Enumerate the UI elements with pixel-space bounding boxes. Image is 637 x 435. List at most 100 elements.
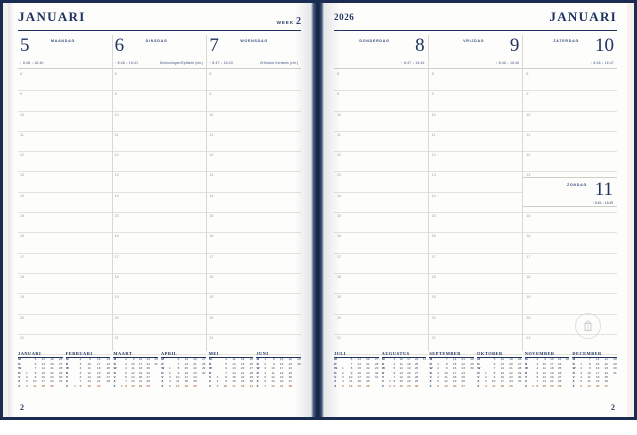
mini-day-cell[interactable]: 3 xyxy=(79,361,82,366)
mini-day-cell[interactable]: 20 xyxy=(550,374,554,379)
mini-day-cell[interactable]: 24 xyxy=(240,383,245,388)
mini-day-cell[interactable]: 12 xyxy=(500,357,505,362)
mini-day-cell[interactable]: 26 xyxy=(288,374,293,379)
mini-day-cell[interactable]: 15 xyxy=(399,379,403,384)
day-column-friday[interactable]: 9 VRIJDAG ↑ 8:46 ↓ 16:46 8 9 10 11 12 13… xyxy=(427,35,523,356)
hour-row[interactable]: 9 xyxy=(207,91,302,112)
mini-day-cell[interactable]: 31 xyxy=(374,374,379,379)
mini-day-cell[interactable]: 18 xyxy=(357,379,361,384)
mini-day-cell[interactable]: 7 xyxy=(350,361,353,366)
mini-day-cell[interactable]: 12 xyxy=(232,361,236,366)
mini-day-cell[interactable]: 7 xyxy=(445,357,448,362)
mini-day-cell[interactable]: 13 xyxy=(587,383,591,388)
hour-row[interactable]: 10 xyxy=(334,112,428,132)
mini-day-cell[interactable] xyxy=(101,384,111,388)
mini-day-cell[interactable]: 19 xyxy=(184,383,189,388)
mini-calendar-juni[interactable]: JUNI M 1 8 15 22 29 D 2 9 16 23 30 W 3 10 17 24 D 4 11 18 25 V… xyxy=(256,351,302,395)
hour-row[interactable]: 11 xyxy=(112,132,207,153)
mini-day-cell[interactable]: 17 xyxy=(232,383,236,388)
mini-day-cell[interactable]: 11 xyxy=(87,366,91,371)
mini-day-cell[interactable]: 14 xyxy=(399,374,403,379)
mini-day-cell[interactable]: 21 xyxy=(604,357,609,362)
mini-day-cell[interactable]: 4 xyxy=(264,370,267,375)
mini-day-cell[interactable]: 4 xyxy=(341,379,344,384)
mini-day-cell[interactable]: 31 xyxy=(613,370,617,375)
mini-day-cell[interactable]: 23 xyxy=(146,357,150,362)
mini-day-cell[interactable]: 29 xyxy=(470,361,474,366)
mini-day-cell[interactable]: 26 xyxy=(557,370,562,375)
hour-row[interactable]: 21 xyxy=(18,335,112,356)
mini-day-cell[interactable]: 26 xyxy=(461,379,465,384)
mini-day-cell[interactable]: 8 xyxy=(588,361,591,366)
mini-day-cell[interactable]: 30 xyxy=(201,370,206,375)
mini-day-cell[interactable]: 11 xyxy=(271,370,275,375)
mini-day-cell[interactable] xyxy=(562,384,570,388)
hour-row[interactable]: 9 xyxy=(428,91,523,112)
mini-day-cell[interactable]: 17 xyxy=(452,370,457,375)
mini-day-cell[interactable]: 23 xyxy=(509,374,513,379)
hour-row[interactable]: 19 xyxy=(18,294,112,315)
mini-day-cell[interactable]: 22 xyxy=(193,366,197,371)
mini-day-cell[interactable]: 5 xyxy=(168,383,171,388)
mini-day-cell[interactable]: 1 xyxy=(580,361,583,366)
hour-row[interactable]: 16 xyxy=(18,233,112,254)
mini-day-cell[interactable]: 10 xyxy=(491,379,496,384)
mini-day-cell[interactable]: 5 xyxy=(341,383,344,388)
mini-day-cell[interactable]: 10 xyxy=(587,370,591,375)
hour-row[interactable]: 20 xyxy=(112,315,207,335)
mini-day-cell[interactable]: 7 xyxy=(393,374,396,379)
mini-day-cell[interactable]: 28 xyxy=(288,383,293,388)
hour-row[interactable]: 16 xyxy=(428,233,523,254)
mini-day-cell[interactable]: 30 xyxy=(565,357,570,362)
mini-day-cell[interactable]: 17 xyxy=(407,357,411,362)
mini-calendar-juli[interactable]: JULI M 6 13 20 27 D 7 14 21 28 W 1 8 15 22 29 D 2 9 16 23 30 V… xyxy=(334,351,379,395)
hour-row[interactable]: 17 xyxy=(18,254,112,274)
mini-day-cell[interactable]: 28 xyxy=(58,366,63,371)
hour-row[interactable]: 11 xyxy=(334,132,428,153)
mini-day-cell[interactable]: 13 xyxy=(542,374,546,379)
mini-day-cell[interactable]: 15 xyxy=(184,366,189,371)
mini-day-cell[interactable]: 20 xyxy=(50,361,54,366)
mini-day-cell[interactable]: 17 xyxy=(500,379,505,384)
mini-day-cell[interactable]: 14 xyxy=(357,361,361,366)
mini-day-cell[interactable]: 1 xyxy=(74,383,76,388)
mini-day-cell[interactable]: 17 xyxy=(595,370,600,375)
mini-day-cell[interactable]: 24 xyxy=(461,370,465,375)
mini-day-cell[interactable]: 3 xyxy=(393,357,396,362)
mini-calendar-maart[interactable]: MAART M 2 9 16 23 30 D 3 10 17 24 31 W 4 11 18 25 D 5 12 19 2… xyxy=(113,351,159,395)
mini-day-cell[interactable]: 29 xyxy=(613,361,617,366)
hour-row[interactable]: 12 xyxy=(334,152,428,173)
hour-row[interactable]: 8 xyxy=(334,71,428,92)
hour-row[interactable]: 17 xyxy=(428,254,523,274)
mini-day-cell[interactable]: 12 xyxy=(348,383,353,388)
mini-day-cell[interactable]: 9 xyxy=(544,357,546,362)
mini-day-cell[interactable]: 18 xyxy=(500,383,505,388)
mini-day-cell[interactable]: 8 xyxy=(350,366,353,371)
hour-row[interactable]: 8 xyxy=(112,71,207,92)
mini-day-cell[interactable]: 3 xyxy=(484,379,487,384)
mini-day-cell[interactable]: 14 xyxy=(41,366,45,371)
mini-day-cell[interactable]: 12 xyxy=(399,366,403,371)
mini-day-cell[interactable]: 30 xyxy=(58,374,63,379)
mini-day-cell[interactable]: 8 xyxy=(272,357,275,362)
hour-row[interactable]: 11 xyxy=(523,132,618,153)
mini-day-cell[interactable]: 6 xyxy=(350,357,353,362)
mini-day-cell[interactable] xyxy=(419,384,427,388)
mini-day-cell[interactable]: 5 xyxy=(437,379,440,384)
mini-day-cell[interactable]: 30 xyxy=(414,383,419,388)
mini-day-cell[interactable]: 21 xyxy=(240,370,245,375)
mini-day-cell[interactable]: 25 xyxy=(249,357,254,362)
mini-day-cell[interactable]: 21 xyxy=(138,379,143,384)
mini-day-cell[interactable]: 23 xyxy=(106,357,111,362)
hour-row[interactable]: 8 xyxy=(428,71,523,92)
mini-day-cell[interactable]: 10 xyxy=(32,379,37,384)
mini-day-cell[interactable]: 24 xyxy=(106,361,111,366)
hour-row[interactable]: 21 xyxy=(334,335,428,356)
mini-day-cell[interactable]: 3 xyxy=(437,370,440,375)
hour-row[interactable]: 14 xyxy=(18,193,112,214)
mini-day-cell[interactable]: 5 xyxy=(580,379,583,384)
mini-day-cell[interactable]: 27 xyxy=(106,374,111,379)
mini-day-cell[interactable]: 4 xyxy=(484,383,487,388)
mini-day-cell[interactable]: 13 xyxy=(131,374,135,379)
mini-day-cell[interactable]: 6 xyxy=(177,357,180,362)
